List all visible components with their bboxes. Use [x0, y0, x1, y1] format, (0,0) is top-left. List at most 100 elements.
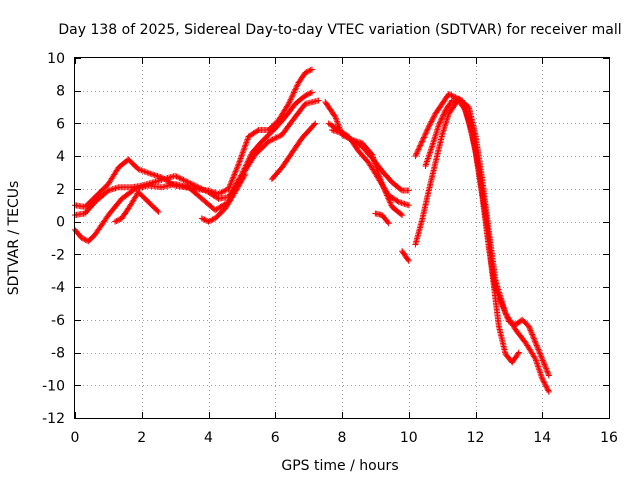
- data-point: [379, 182, 386, 189]
- x-tick-label: 2: [137, 430, 146, 446]
- data-point: [141, 168, 148, 175]
- data-point: [539, 375, 546, 382]
- data-point: [236, 159, 243, 166]
- data-point: [384, 192, 391, 199]
- data-point: [219, 188, 226, 195]
- data-point: [286, 97, 293, 104]
- data-point: [187, 180, 194, 187]
- data-point: [188, 181, 195, 187]
- data-point: [229, 175, 236, 182]
- data-point: [435, 122, 442, 129]
- data-point: [292, 85, 299, 92]
- data-point: [78, 235, 85, 241]
- data-point: [537, 371, 544, 378]
- data-point: [206, 217, 213, 224]
- data-point: [304, 68, 311, 75]
- data-point: [539, 377, 546, 384]
- data-point: [306, 67, 313, 74]
- data-point: [438, 115, 445, 122]
- data-point: [451, 93, 458, 100]
- data-point: [195, 184, 202, 191]
- data-point: [240, 146, 247, 153]
- data-point: [439, 114, 446, 121]
- data-point: [179, 176, 186, 183]
- data-point: [371, 157, 378, 164]
- data-point: [130, 186, 137, 193]
- data-point: [542, 362, 549, 369]
- x-tick-label: 10: [400, 430, 418, 446]
- data-point: [534, 345, 541, 352]
- data-point: [542, 382, 549, 389]
- data-point: [378, 179, 385, 186]
- data-point: [370, 154, 377, 161]
- data-point: [530, 335, 537, 342]
- data-point: [538, 353, 545, 360]
- data-point: [180, 176, 187, 183]
- data-point: [404, 256, 411, 263]
- data-point: [540, 358, 547, 365]
- data-point: [286, 99, 293, 106]
- data-point: [191, 182, 198, 189]
- data-point: [201, 216, 208, 223]
- data-point: [181, 177, 188, 184]
- series-track-j: [372, 210, 392, 227]
- data-point: [532, 338, 539, 345]
- data-point: [315, 97, 322, 104]
- data-point: [274, 133, 281, 140]
- data-point: [112, 218, 119, 225]
- data-point: [405, 187, 412, 194]
- data-point: [425, 153, 432, 160]
- data-point: [533, 342, 540, 349]
- data-point: [527, 327, 534, 334]
- data-point: [375, 169, 382, 176]
- series-track-n: [412, 95, 552, 395]
- data-point: [292, 86, 299, 93]
- data-point: [543, 384, 550, 391]
- data-point: [421, 133, 428, 140]
- data-point: [417, 142, 424, 149]
- data-point: [266, 137, 273, 144]
- data-point: [540, 378, 547, 385]
- data-point: [380, 183, 387, 190]
- y-axis-label: SDTVAR / TECUs: [6, 181, 22, 296]
- data-point: [194, 183, 201, 190]
- data-point: [384, 219, 391, 226]
- data-point: [531, 354, 538, 361]
- chart-title: Day 138 of 2025, Sidereal Day-to-day VTE…: [58, 22, 621, 38]
- data-point: [239, 151, 246, 158]
- data-point: [374, 166, 381, 173]
- data-point: [242, 171, 249, 178]
- data-point: [541, 361, 548, 368]
- data-point: [385, 195, 392, 202]
- data-point: [272, 135, 279, 142]
- data-point: [80, 235, 87, 242]
- data-point: [113, 217, 120, 224]
- data-point: [422, 131, 429, 138]
- data-point: [536, 349, 543, 356]
- data-point: [526, 324, 533, 331]
- data-point: [419, 138, 426, 145]
- data-point: [545, 372, 552, 379]
- y-tick-label: 6: [56, 116, 65, 132]
- y-tick-label: -4: [51, 280, 65, 296]
- data-point: [294, 82, 301, 89]
- data-point: [528, 330, 535, 337]
- data-point: [173, 173, 180, 180]
- data-point: [232, 170, 239, 177]
- data-point: [423, 159, 430, 166]
- data-point: [423, 127, 430, 134]
- data-point: [412, 153, 419, 160]
- data-point: [289, 92, 296, 99]
- data-point: [285, 100, 292, 107]
- x-tick-label: 16: [600, 430, 618, 446]
- data-point: [377, 176, 384, 183]
- grid: [75, 58, 609, 418]
- data-point: [414, 149, 421, 156]
- data-point: [230, 174, 237, 181]
- data-point: [427, 149, 434, 156]
- data-point: [116, 216, 123, 223]
- data-point: [385, 196, 392, 203]
- data-point: [438, 116, 445, 123]
- data-point: [237, 155, 244, 162]
